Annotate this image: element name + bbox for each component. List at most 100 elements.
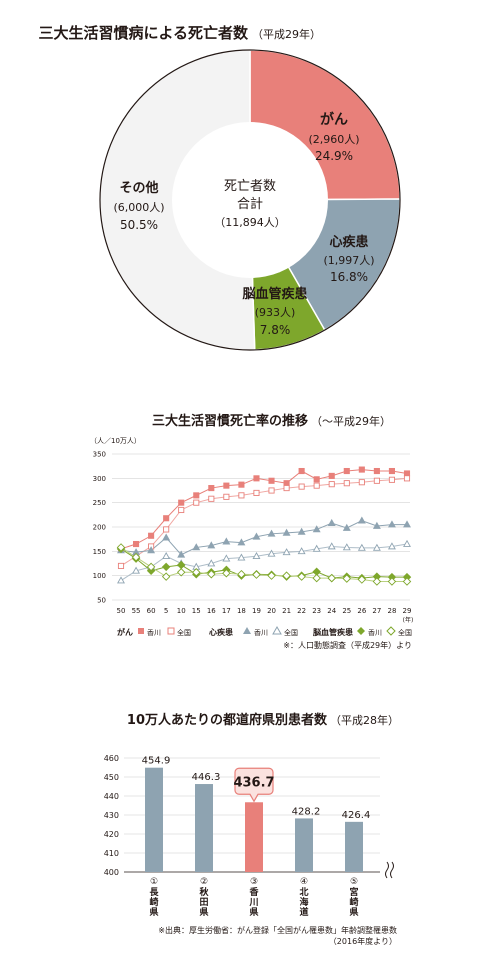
series-point [342,543,351,551]
line-x-tick: 50 [117,607,126,615]
cancer-count: (2,960人) [308,133,359,146]
series-point [148,532,155,539]
bar-2 [245,802,263,872]
bar-category-number: ① [150,877,158,887]
series-point [192,543,201,551]
bar-category-char: 海 [299,896,308,908]
line-x-tick: 20 [267,607,276,615]
series-point [313,476,320,483]
series-point [253,475,260,482]
bar-note-2: （2016年度より） [329,936,397,946]
legend-cancer-all-marker [167,627,175,635]
series-point [268,487,275,494]
series-point [267,529,276,537]
other-label: その他 [119,180,158,196]
line-x-ticks: 50 55 60 5 10 15 16 17 18 19 20 21 22 23 24 25 26 27 28 29 [117,607,412,615]
series-point [177,550,186,558]
bar-y-ticks: 400 410 420 430 440 450 460 [104,754,119,877]
bar-category-char: 宮 [349,886,358,898]
series-point [116,543,126,552]
line-y-tick: 150 [93,548,106,556]
bar-chart: 10万人あたりの都道府県別患者数 （平成28年） 400 410 420 430 440… [104,712,399,946]
line-x-tick: 60 [147,607,156,615]
bar-category-char: 北 [299,886,308,898]
series-point [223,493,230,500]
other-count: (6,000人) [113,201,164,214]
series-point [176,568,186,577]
line-x-tick: 17 [222,607,231,615]
line-chart: 三大生活習慣死亡率の推移 （〜平成29年） （人／10万人） 50 100 150 2… [90,413,413,650]
series-point [283,485,290,492]
bar-bars [145,767,363,872]
series-point [117,576,125,584]
series-point [253,489,260,496]
line-x-tick: 27 [372,607,381,615]
line-x-tick: 21 [282,607,291,615]
donut-outline [99,49,401,351]
legend-cancer-label: がん [117,627,133,637]
series-point [238,481,245,488]
series-point [282,528,291,536]
line-y-tick: 350 [93,451,106,459]
bar-category-number: ⑤ [350,877,358,887]
series-point [373,467,380,475]
series-point [327,518,336,526]
legend-cancer-all: 全国 [177,628,191,637]
line-x-unit: (年) [403,616,414,624]
series-point [372,577,382,586]
series-point [208,495,215,502]
line-y-tick: 200 [93,524,106,532]
series-point [238,492,245,499]
bar-category-number: ④ [300,877,308,887]
series-point [387,577,397,586]
bar-y-tick: 440 [104,792,119,801]
series-point [298,483,305,490]
series-point [328,481,335,488]
series-point [312,544,321,552]
series-point [133,540,140,548]
series-point [312,525,321,533]
bar-y-tick: 460 [104,754,119,763]
series-point [163,526,170,533]
line-x-tick: 29 [403,607,412,615]
stroke-pct: 7.8% [260,323,291,337]
bar-y-tick: 400 [104,868,119,877]
series-point [373,477,380,484]
series-point [267,571,276,580]
bar-0 [145,767,163,872]
bar-y-tick: 410 [104,849,119,858]
series-point [403,539,411,547]
legend-heart-all-marker [272,625,282,635]
line-y-ticks: 50 100 150 200 250 300 350 [93,451,106,605]
series-point [207,569,216,579]
series-point [313,482,320,489]
series-point [357,516,366,524]
donut-subtitle: （平成29年） [252,27,321,41]
donut-title: 三大生活習慣病による死亡者数 [38,24,249,42]
bar-category-char: 秋 [198,886,209,898]
series-line-4 [120,548,407,579]
series-point [222,537,231,545]
bar-category-char: 崎 [349,896,358,908]
series-point [298,467,305,475]
donut-center-line2: 合計 [237,196,263,212]
line-x-tick: 25 [342,607,351,615]
series-point [131,552,141,562]
series-point [343,480,350,487]
bar-note-1: ※出典：厚生労働省：がん登録「全国がん罹患数」年齢調整罹患数 [158,925,397,935]
series-point [297,572,306,581]
bar-category-number: ② [200,877,208,887]
series-point [358,466,365,473]
bar-category-char: 県 [249,907,258,918]
series-point [162,551,171,560]
series-point [402,577,412,586]
line-note: ※：人口動態調査（平成29年）より [283,640,412,650]
bar-value-label: 426.4 [342,810,371,821]
donut-center-line3: （11,894人） [214,216,286,229]
series-point [268,477,275,484]
line-x-tick: 26 [357,607,366,615]
legend-stroke-label: 脳血管疾患 [312,627,353,637]
series-point [207,541,216,549]
line-x-tick: 5 [164,607,168,615]
